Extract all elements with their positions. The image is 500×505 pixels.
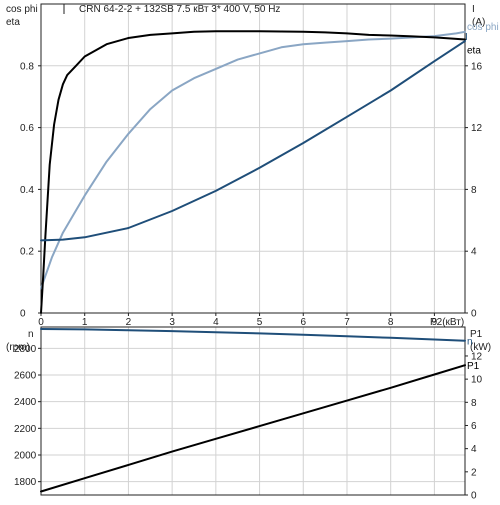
left-tick-label-0-4: 0.4 [20, 185, 34, 196]
left-axis-label-cosphi: cos phi [6, 4, 38, 15]
series-line-eta [40, 30, 466, 314]
right-tick-label-12: 12 [471, 123, 483, 134]
x-tick-label-2: 2 [126, 317, 132, 328]
x-tick-label-8: 8 [388, 317, 394, 328]
bottom-panel-frame [40, 326, 466, 496]
x-tick-label-5: 5 [257, 317, 263, 328]
x-tick-label-0: 0 [38, 317, 44, 328]
x-tick-label-1: 1 [82, 317, 88, 328]
power-tick-label-0: 0 [471, 491, 477, 501]
power-tick-label-10: 10 [471, 375, 483, 386]
right-axis-label-current: I [472, 4, 475, 15]
series-line-cos-phi [40, 30, 466, 290]
series-label-cos-phi: cos phi [467, 22, 499, 33]
series-label-p1: P1 [467, 361, 480, 372]
right-tick-label-0: 0 [471, 309, 477, 320]
left-axis-label-speed: n [28, 329, 34, 340]
series-label-n: n [467, 337, 473, 348]
speed-tick-label-2600: 2600 [14, 371, 37, 382]
power-tick-label-4: 4 [471, 444, 477, 455]
speed-tick-label-2200: 2200 [14, 424, 37, 435]
left-tick-label-0: 0 [20, 309, 26, 320]
x-tick-label-4: 4 [213, 317, 219, 328]
power-tick-label-12: 12 [471, 351, 483, 362]
right-tick-label-4: 4 [471, 247, 477, 258]
right-axis-label-power: P1 [470, 329, 483, 340]
right-axis-unit-current: (A) [472, 17, 485, 28]
series-label-eta: eta [467, 46, 481, 57]
series-line-p1 [40, 364, 466, 493]
left-axis-label-eta: eta [6, 17, 20, 28]
x-tick-label-6: 6 [300, 317, 306, 328]
power-tick-label-2: 2 [471, 467, 477, 478]
left-axis-unit-speed: (rpm) [6, 342, 30, 353]
series-label-i: I [465, 32, 468, 43]
bottom-panel-series: nP1 [40, 328, 480, 493]
top-chart-title: CRN 64-2-2 + 132SB 7.5 кВт 3* 400 V, 50 … [79, 4, 280, 15]
right-axis-unit-power: (kW) [470, 342, 491, 353]
x-tick-label-3: 3 [169, 317, 175, 328]
left-tick-label-0-8: 0.8 [20, 61, 34, 72]
speed-tick-label-2800: 2800 [14, 344, 37, 355]
series-line-i [40, 40, 466, 242]
left-tick-label-0-6: 0.6 [20, 123, 34, 134]
top-panel-grid [40, 4, 465, 314]
top-panel-frame [40, 3, 466, 314]
bottom-panel-ticks: 1800 2000 2200 2400 2600 2800 0 2 4 6 8 10 12 [14, 344, 483, 502]
speed-tick-label-2000: 2000 [14, 451, 37, 462]
power-tick-label-6: 6 [471, 421, 477, 432]
top-panel-series: cos phi eta I [40, 22, 499, 314]
right-tick-label-16: 16 [471, 61, 483, 72]
speed-tick-label-1800: 1800 [14, 477, 37, 488]
x-tick-label-9: 9 [432, 317, 438, 328]
power-tick-label-8: 8 [471, 398, 477, 409]
left-tick-label-0-2: 0.2 [20, 247, 34, 258]
series-line-n [40, 328, 466, 342]
x-tick-label-7: 7 [344, 317, 350, 328]
right-tick-label-8: 8 [471, 185, 477, 196]
speed-tick-label-2400: 2400 [14, 397, 37, 408]
x-axis-label: P2(кВт) [430, 317, 464, 328]
bottom-panel-grid [40, 327, 465, 495]
